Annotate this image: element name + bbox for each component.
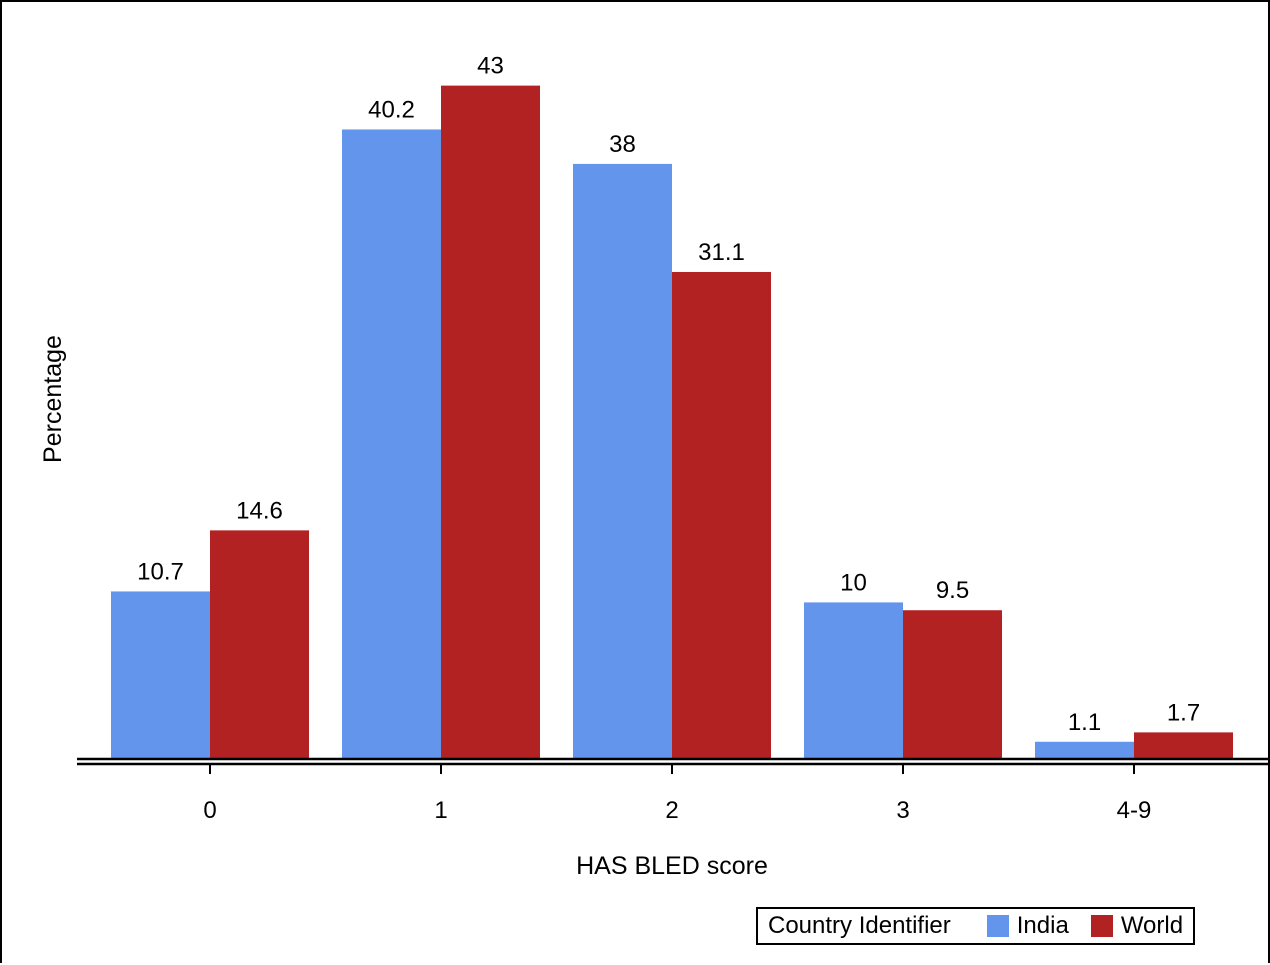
bar-india-4-9 xyxy=(1035,741,1134,759)
x-tick-label-2: 2 xyxy=(665,797,678,824)
data-label-world-2: 31.1 xyxy=(698,239,745,266)
bar-india-2 xyxy=(573,163,672,760)
bar-world-4-9 xyxy=(1134,732,1233,759)
x-tick-label-4-9: 4-9 xyxy=(1117,797,1152,824)
data-label-world-0: 14.6 xyxy=(236,497,283,524)
bar-world-1 xyxy=(441,85,540,760)
data-label-world-1: 43 xyxy=(477,53,504,80)
legend-label-india: India xyxy=(1016,912,1069,939)
y-axis-label: Percentage xyxy=(39,335,67,463)
bar-india-0 xyxy=(111,591,210,759)
data-label-india-4-9: 1.1 xyxy=(1068,709,1101,736)
legend: Country Identifier India World xyxy=(756,907,1196,945)
x-tick-label-0: 0 xyxy=(203,797,216,824)
data-label-world-3: 9.5 xyxy=(936,577,969,604)
x-axis-label: HAS BLED score xyxy=(576,852,768,880)
bar-india-1 xyxy=(342,129,441,759)
data-label-india-1: 40.2 xyxy=(368,96,415,123)
data-label-india-2: 38 xyxy=(609,131,636,158)
bars-group xyxy=(111,85,1233,760)
legend-title: Country Identifier xyxy=(768,912,951,939)
x-tick-label-3: 3 xyxy=(896,797,909,824)
x-ticks-group: 0 1 2 3 4-9 xyxy=(203,764,1151,824)
legend-swatch-world xyxy=(1090,915,1113,937)
legend-swatch-india xyxy=(986,915,1009,937)
bar-world-3 xyxy=(903,610,1002,759)
data-label-india-3: 10 xyxy=(840,569,867,596)
legend-label-world: World xyxy=(1120,912,1184,939)
bar-world-0 xyxy=(210,530,309,759)
data-label-world-4-9: 1.7 xyxy=(1167,699,1200,726)
data-label-india-0: 10.7 xyxy=(137,558,184,585)
bar-india-3 xyxy=(804,602,903,759)
legend-item-india: India xyxy=(986,912,1069,940)
x-tick-label-1: 1 xyxy=(434,797,447,824)
legend-item-world: World xyxy=(1090,912,1184,940)
bar-labels-group: 10.7 14.6 40.2 43 38 31.1 10 9.5 1.1 1.7 xyxy=(137,53,1200,736)
bar-world-2 xyxy=(672,271,771,759)
